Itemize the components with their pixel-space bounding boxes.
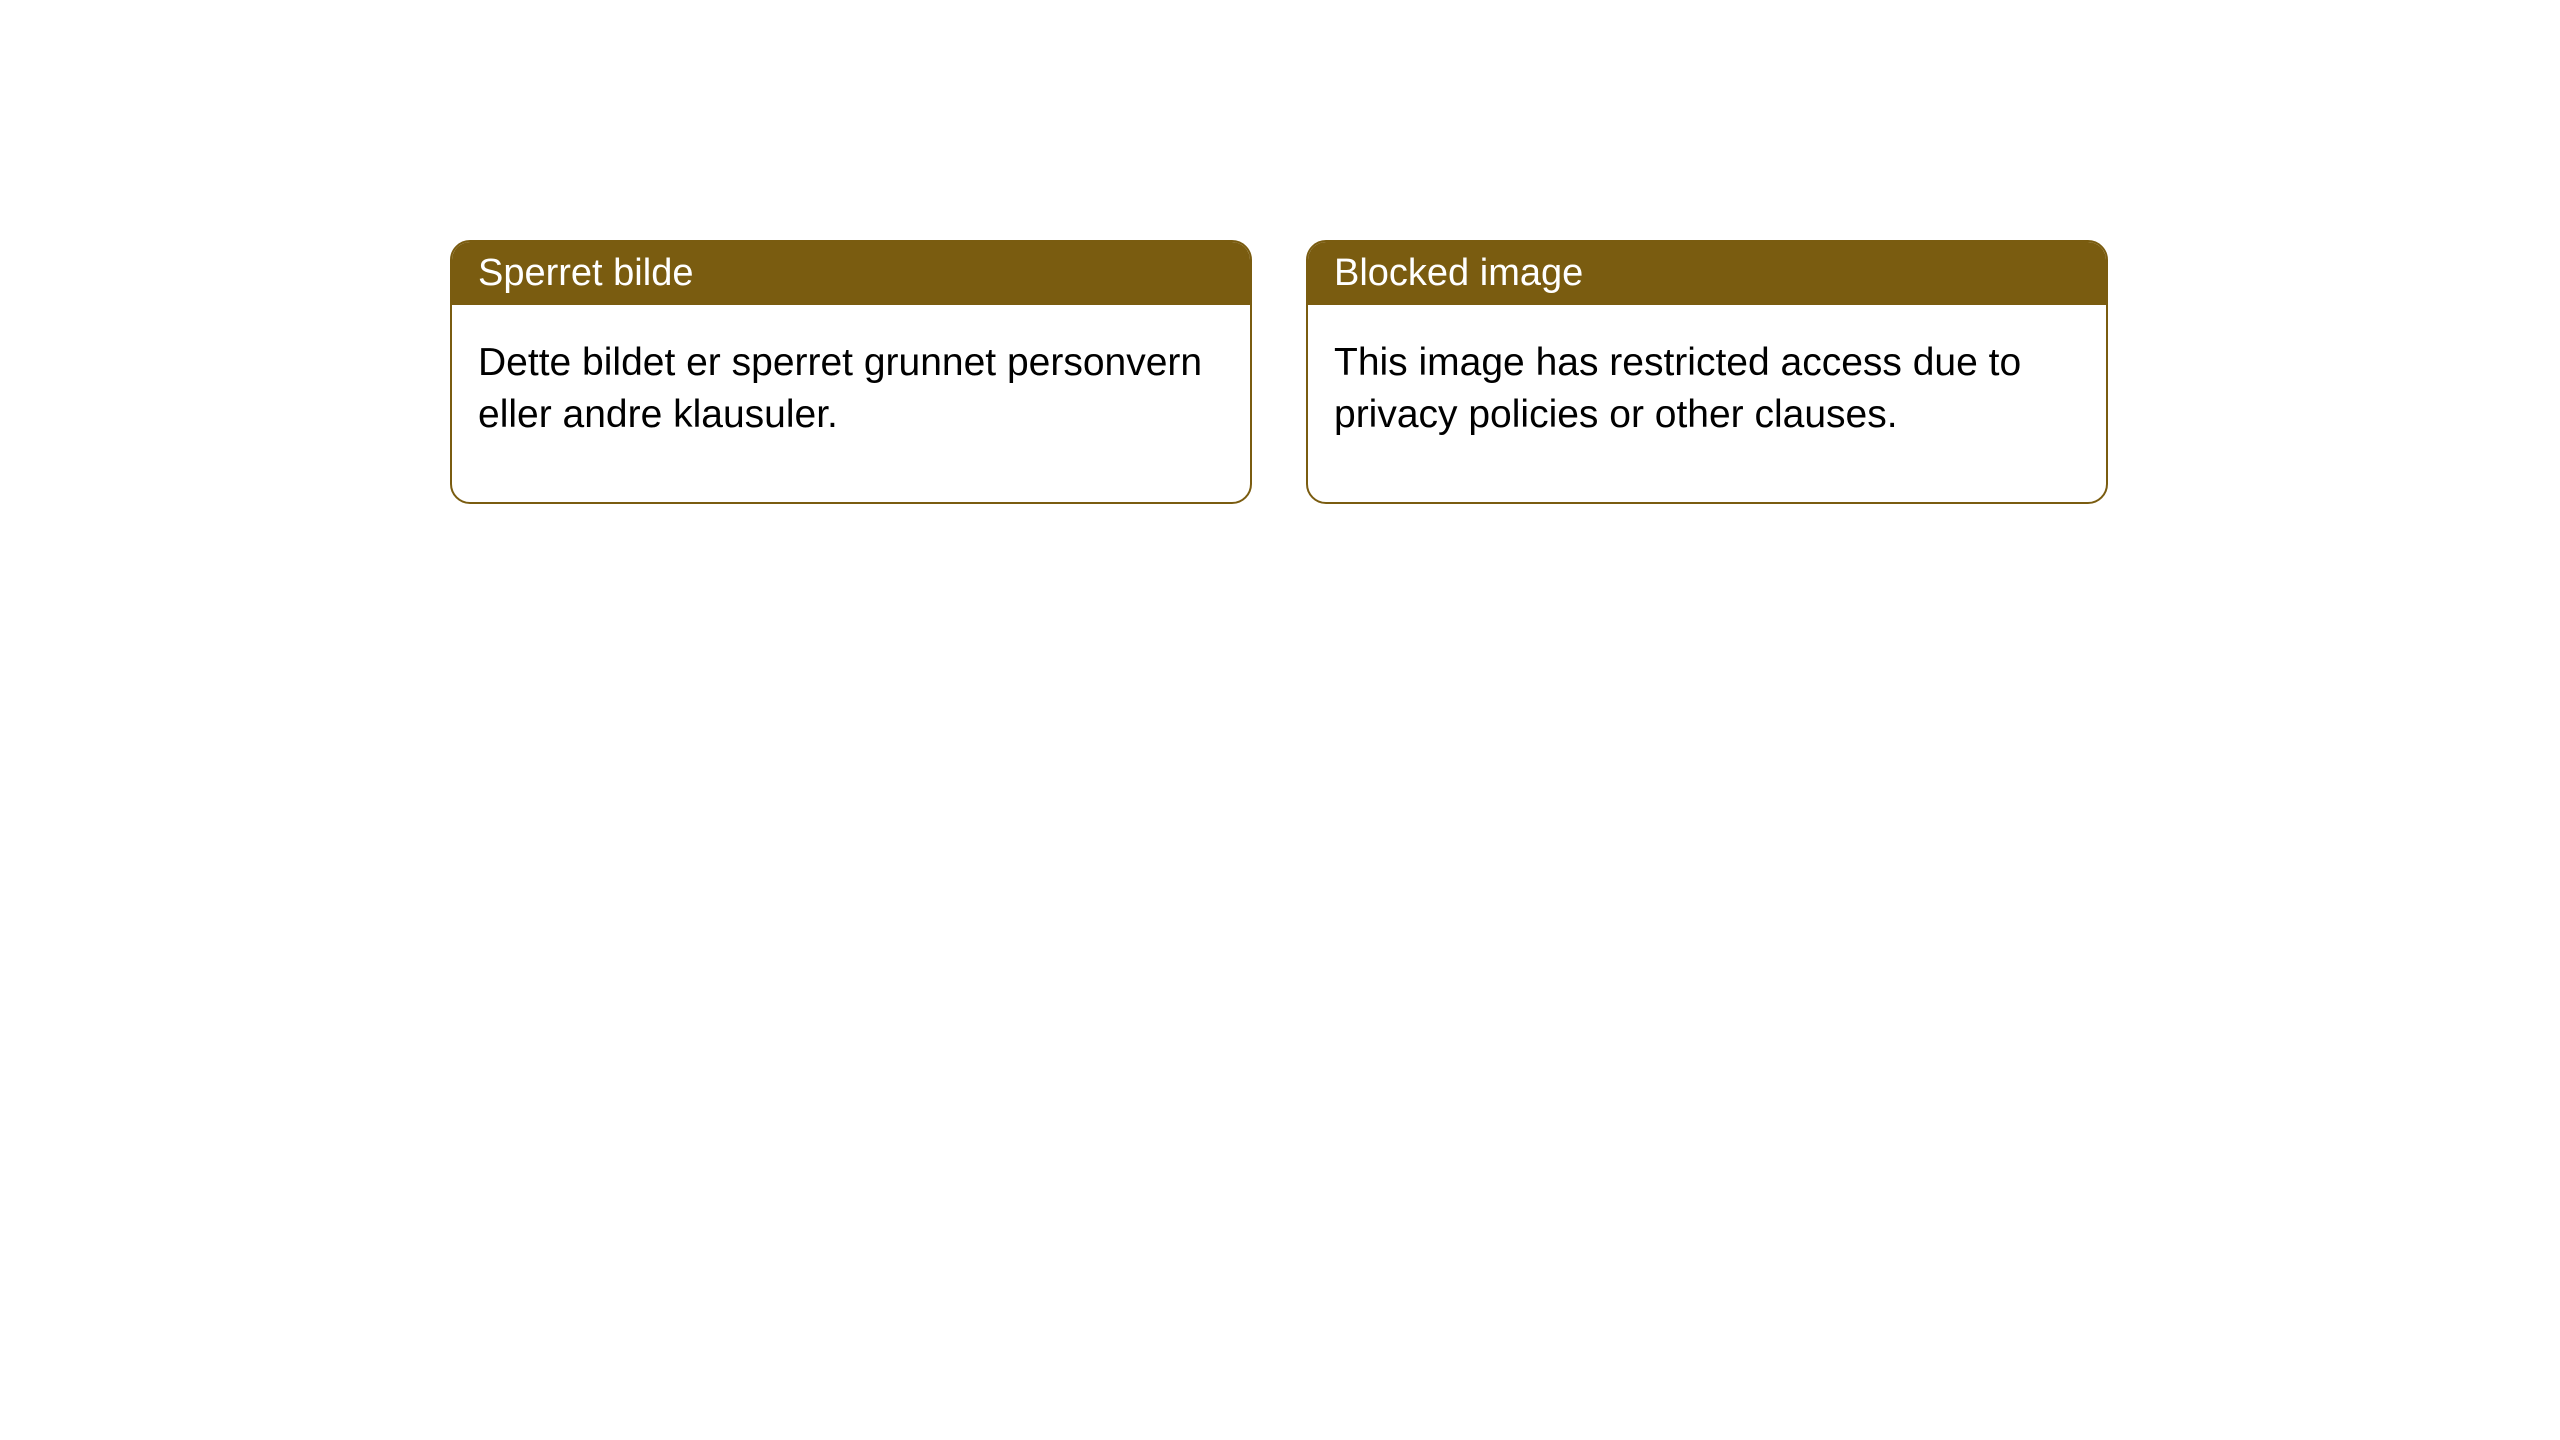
notice-container: Sperret bilde Dette bildet er sperret gr… bbox=[450, 240, 2108, 504]
notice-body-english: This image has restricted access due to … bbox=[1308, 305, 2106, 502]
notice-box-english: Blocked image This image has restricted … bbox=[1306, 240, 2108, 504]
notice-title-english: Blocked image bbox=[1334, 252, 1583, 294]
notice-header-norwegian: Sperret bilde bbox=[452, 242, 1250, 305]
notice-body-norwegian: Dette bildet er sperret grunnet personve… bbox=[452, 305, 1250, 502]
notice-text-norwegian: Dette bildet er sperret grunnet personve… bbox=[478, 341, 1202, 436]
notice-header-english: Blocked image bbox=[1308, 242, 2106, 305]
notice-title-norwegian: Sperret bilde bbox=[478, 252, 693, 294]
notice-text-english: This image has restricted access due to … bbox=[1334, 341, 2021, 436]
notice-box-norwegian: Sperret bilde Dette bildet er sperret gr… bbox=[450, 240, 1252, 504]
